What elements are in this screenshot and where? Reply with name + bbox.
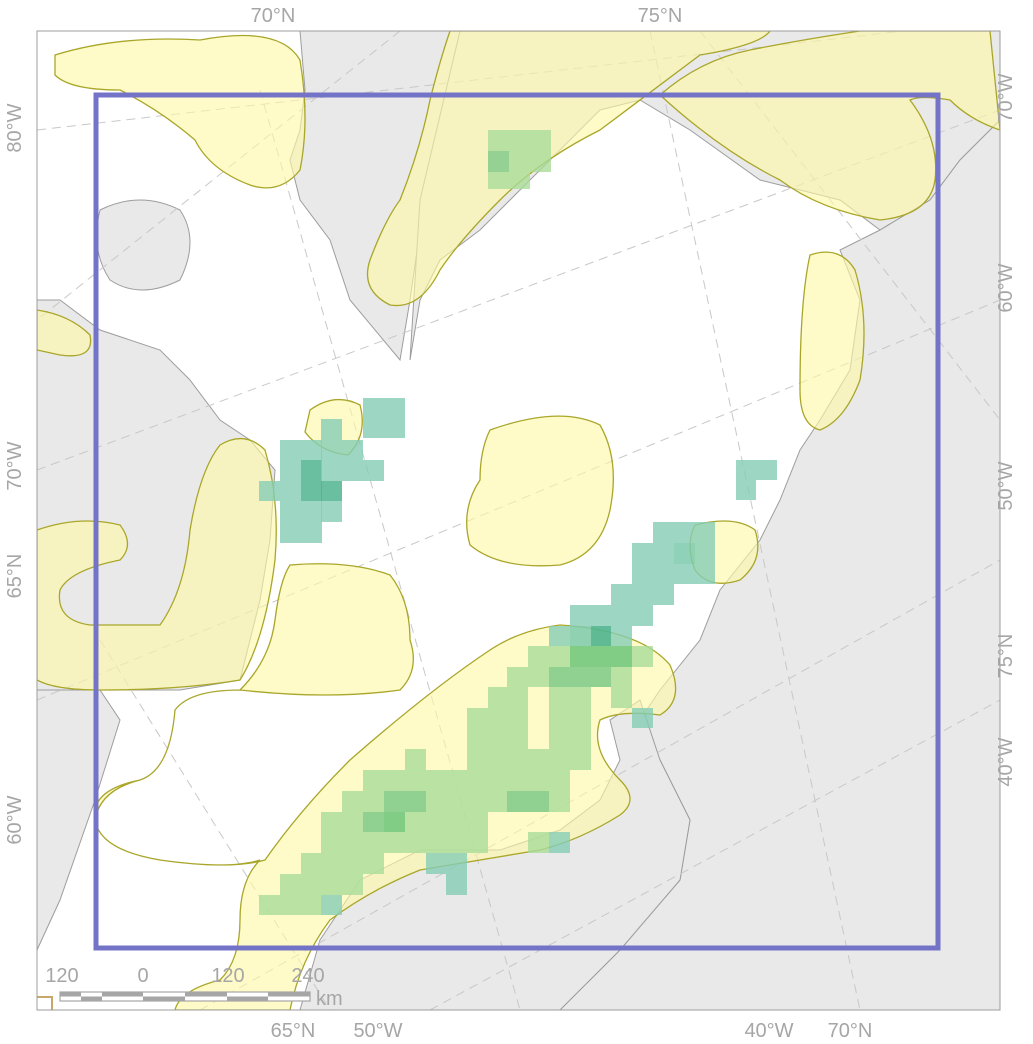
label-right-75n: 75°N [995, 634, 1017, 679]
devon-island-lake [96, 199, 191, 291]
label-top-75n: 75°N [638, 5, 683, 27]
scale-tick-label: 240 [291, 965, 324, 987]
zone-west-edge [37, 309, 92, 357]
scale-tick-label: 120 [45, 965, 78, 987]
label-right-50w: 50°W [995, 461, 1017, 510]
label-left-80w: 80°W [4, 103, 26, 152]
scale-tick-label: 120 [211, 965, 244, 987]
label-bottom-50w: 50°W [353, 1020, 402, 1042]
inset-corner-marker [37, 996, 53, 1010]
zone-northeast [659, 31, 1000, 221]
zone-north-central [366, 31, 771, 307]
map-frame [36, 30, 1001, 1011]
zone-east-coast-strip [799, 251, 865, 431]
scale-bar: 120 0 120 240 km [45, 965, 342, 1010]
label-left-60w: 60°W [4, 795, 26, 844]
label-right-70w: 70°W [995, 73, 1017, 122]
study-area-boundary [93, 92, 941, 951]
scale-unit-label: km [316, 988, 343, 1010]
label-bottom-70n: 70°N [828, 1020, 873, 1042]
zone-central-offshore [466, 415, 614, 567]
label-right-40w: 40°W [995, 737, 1017, 786]
graticule-labels: 70°N 75°N 80°W 70°W 65°N 60°W 70°W 60°W … [4, 5, 1017, 1042]
label-bottom-40w: 40°W [744, 1020, 793, 1042]
label-bottom-65n: 65°N [271, 1020, 316, 1042]
label-right-60w: 60°W [995, 263, 1017, 312]
scale-tick-label: 0 [137, 965, 148, 987]
grid-cells [259, 130, 777, 915]
label-left-70w: 70°W [4, 441, 26, 490]
label-left-65n: 65°N [4, 554, 26, 599]
label-top-70n: 70°N [251, 5, 296, 27]
